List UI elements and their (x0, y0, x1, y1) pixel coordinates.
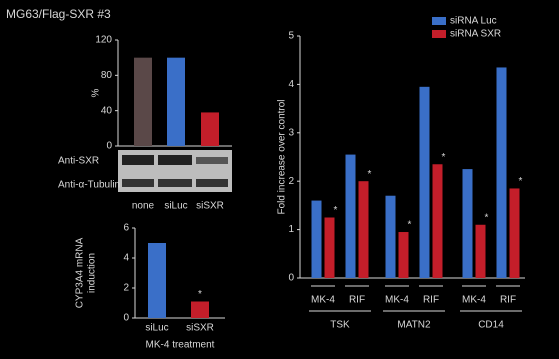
figure-title: MG63/Flag-SXR #3 (6, 7, 111, 21)
bar (420, 87, 430, 278)
blot-label: Anti-α-Tubulin (58, 180, 120, 191)
y-axis-label: induction (87, 253, 98, 293)
y-tick-label: 6 (123, 223, 129, 234)
bar (463, 169, 473, 278)
x-tick-label: MK-4 (311, 295, 335, 306)
y-tick-label: 5 (288, 31, 294, 42)
y-tick-label: 0 (106, 141, 112, 152)
bar (510, 188, 520, 278)
legend-label: siRNA Luc (450, 16, 497, 27)
x-tick-label: none (132, 201, 155, 212)
x-tick-label: RIF (500, 295, 516, 306)
bar (312, 201, 322, 278)
y-tick-label: 120 (95, 35, 112, 46)
bar (399, 232, 409, 278)
y-tick-label: 4 (123, 253, 129, 264)
bar (134, 58, 152, 146)
y-tick-label: 80 (101, 70, 113, 81)
blot-band (196, 179, 228, 187)
blot-band (122, 155, 154, 165)
bar (191, 302, 209, 319)
x-tick-label: RIF (349, 295, 365, 306)
group-label: TSK (330, 320, 350, 331)
x-tick-label: siLuc (145, 323, 168, 334)
x-tick-label: RIF (423, 295, 439, 306)
blot-label: Anti-SXR (58, 156, 99, 167)
y-axis-label: CYP3A4 mRNA (75, 237, 86, 308)
y-tick-label: 2 (288, 176, 294, 187)
y-tick-label: 0 (123, 313, 129, 324)
bar (476, 225, 486, 278)
significance-mark: * (198, 289, 202, 300)
legend-swatch (432, 30, 446, 38)
group-label: CD14 (478, 320, 504, 331)
y-tick-label: 4 (288, 79, 294, 90)
x-tick-label: siSXR (186, 323, 214, 334)
bar (346, 155, 356, 278)
blot-band (196, 157, 228, 164)
y-tick-label: 1 (288, 224, 294, 235)
bar (325, 218, 335, 279)
blot-band (122, 179, 154, 187)
y-tick-label: 2 (123, 283, 129, 294)
significance-mark: * (368, 169, 372, 180)
bar (148, 243, 166, 318)
x-tick-label: siLuc (164, 201, 187, 212)
x-tick-label: MK-4 (462, 295, 486, 306)
y-tick-label: 0 (288, 273, 294, 284)
legend-swatch (432, 17, 446, 25)
blot-band (158, 179, 192, 187)
y-tick-label: 40 (101, 105, 113, 116)
significance-mark: * (334, 205, 338, 216)
significance-mark: * (408, 220, 412, 231)
group-label: MATN2 (397, 320, 431, 331)
bar (497, 67, 507, 278)
figure: MG63/Flag-SXR #3 Anti-SXR Anti-α-Tubulin… (0, 0, 559, 359)
y-axis-label: Fold increase over control (277, 99, 288, 214)
bar (433, 164, 443, 278)
blot-band (158, 155, 192, 165)
bar (201, 112, 219, 146)
x-axis-label: MK-4 treatment (146, 340, 215, 351)
legend-label: siRNA SXR (450, 29, 501, 40)
y-tick-label: 3 (288, 127, 294, 138)
significance-mark: * (442, 152, 446, 163)
bar (167, 58, 185, 146)
x-tick-label: MK-4 (385, 295, 409, 306)
bar (359, 181, 369, 278)
bar (386, 196, 396, 278)
significance-mark: * (485, 212, 489, 223)
significance-mark: * (519, 176, 523, 187)
x-tick-label: siSXR (196, 201, 224, 212)
y-axis-label: % (91, 88, 102, 97)
